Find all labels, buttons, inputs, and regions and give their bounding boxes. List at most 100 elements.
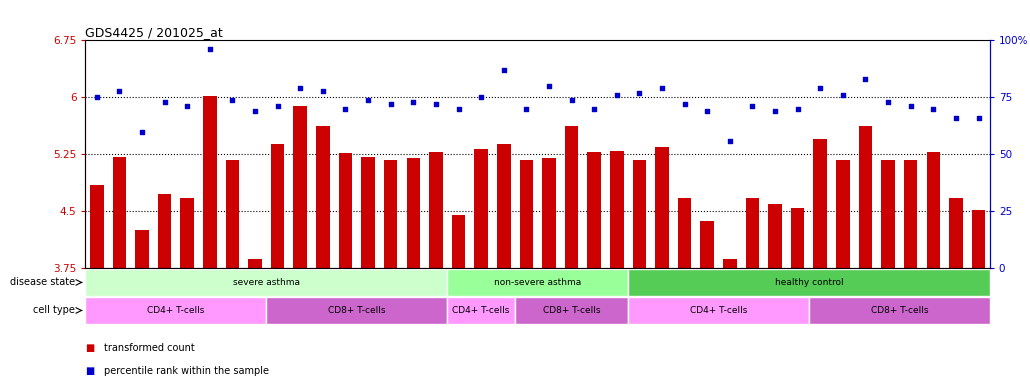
Bar: [294, 106, 307, 268]
Point: [293, 85, 309, 91]
Point: [518, 106, 535, 112]
Point: [495, 67, 512, 73]
Bar: [746, 198, 759, 268]
Bar: [339, 153, 352, 268]
Text: CD4+ T-cells: CD4+ T-cells: [690, 306, 747, 315]
Bar: [768, 204, 782, 268]
Point: [745, 103, 761, 109]
Bar: [791, 208, 804, 268]
Point: [857, 76, 873, 82]
Bar: [430, 152, 443, 268]
Bar: [564, 126, 579, 268]
Point: [563, 96, 580, 103]
Bar: [203, 96, 216, 268]
Text: GDS4425 / 201025_at: GDS4425 / 201025_at: [85, 26, 224, 39]
Point: [699, 108, 716, 114]
Point: [202, 46, 218, 53]
Bar: [678, 198, 691, 268]
Bar: [475, 149, 488, 268]
Bar: [859, 126, 872, 268]
Point: [111, 88, 128, 94]
Bar: [519, 160, 534, 268]
Bar: [628, 269, 990, 296]
Point: [473, 94, 489, 101]
Bar: [809, 297, 990, 324]
Bar: [496, 144, 511, 268]
Text: severe asthma: severe asthma: [233, 278, 300, 287]
Point: [970, 115, 987, 121]
Text: ■: ■: [85, 366, 95, 376]
Point: [225, 96, 241, 103]
Bar: [248, 258, 262, 268]
Point: [834, 92, 851, 98]
Text: ■: ■: [85, 343, 95, 353]
Point: [586, 106, 603, 112]
Text: disease state: disease state: [9, 277, 74, 288]
Point: [902, 103, 919, 109]
Point: [89, 94, 105, 101]
Bar: [452, 215, 466, 268]
Text: CD8+ T-cells: CD8+ T-cells: [328, 306, 385, 315]
Text: percentile rank within the sample: percentile rank within the sample: [104, 366, 269, 376]
Point: [722, 137, 739, 144]
Bar: [271, 144, 284, 268]
Bar: [112, 157, 127, 268]
Bar: [135, 230, 148, 268]
Text: CD8+ T-cells: CD8+ T-cells: [870, 306, 928, 315]
Point: [157, 99, 173, 105]
Point: [812, 85, 828, 91]
Point: [925, 106, 941, 112]
Text: transformed count: transformed count: [104, 343, 195, 353]
Point: [134, 129, 150, 135]
Point: [382, 101, 399, 107]
Text: CD4+ T-cells: CD4+ T-cells: [452, 306, 510, 315]
Point: [247, 108, 264, 114]
Point: [427, 101, 444, 107]
Text: CD8+ T-cells: CD8+ T-cells: [543, 306, 600, 315]
Point: [880, 99, 896, 105]
Point: [609, 92, 625, 98]
Point: [677, 101, 693, 107]
Point: [766, 108, 783, 114]
Point: [450, 106, 467, 112]
Bar: [836, 160, 850, 268]
Point: [314, 88, 331, 94]
Bar: [226, 160, 239, 268]
Point: [948, 115, 964, 121]
Point: [405, 99, 421, 105]
Bar: [882, 160, 895, 268]
Text: CD4+ T-cells: CD4+ T-cells: [147, 306, 205, 315]
Bar: [655, 147, 668, 268]
Text: cell type: cell type: [33, 305, 74, 316]
Bar: [447, 269, 628, 296]
Bar: [158, 194, 171, 268]
Bar: [632, 160, 646, 268]
Bar: [407, 158, 420, 268]
Bar: [384, 160, 398, 268]
Point: [654, 85, 671, 91]
Point: [337, 106, 353, 112]
Bar: [85, 269, 447, 296]
Bar: [542, 158, 556, 268]
Bar: [927, 152, 940, 268]
Point: [631, 90, 648, 96]
Point: [270, 103, 286, 109]
Bar: [949, 198, 963, 268]
Point: [789, 106, 805, 112]
Point: [179, 103, 196, 109]
Bar: [90, 185, 104, 268]
Bar: [814, 139, 827, 268]
Bar: [904, 160, 918, 268]
Bar: [587, 152, 600, 268]
Bar: [267, 297, 447, 324]
Text: non-severe asthma: non-severe asthma: [494, 278, 581, 287]
Bar: [85, 297, 267, 324]
Bar: [628, 297, 809, 324]
Bar: [316, 126, 330, 268]
Bar: [971, 210, 986, 268]
Text: healthy control: healthy control: [775, 278, 844, 287]
Bar: [723, 258, 736, 268]
Bar: [610, 151, 623, 268]
Bar: [515, 297, 628, 324]
Bar: [447, 297, 515, 324]
